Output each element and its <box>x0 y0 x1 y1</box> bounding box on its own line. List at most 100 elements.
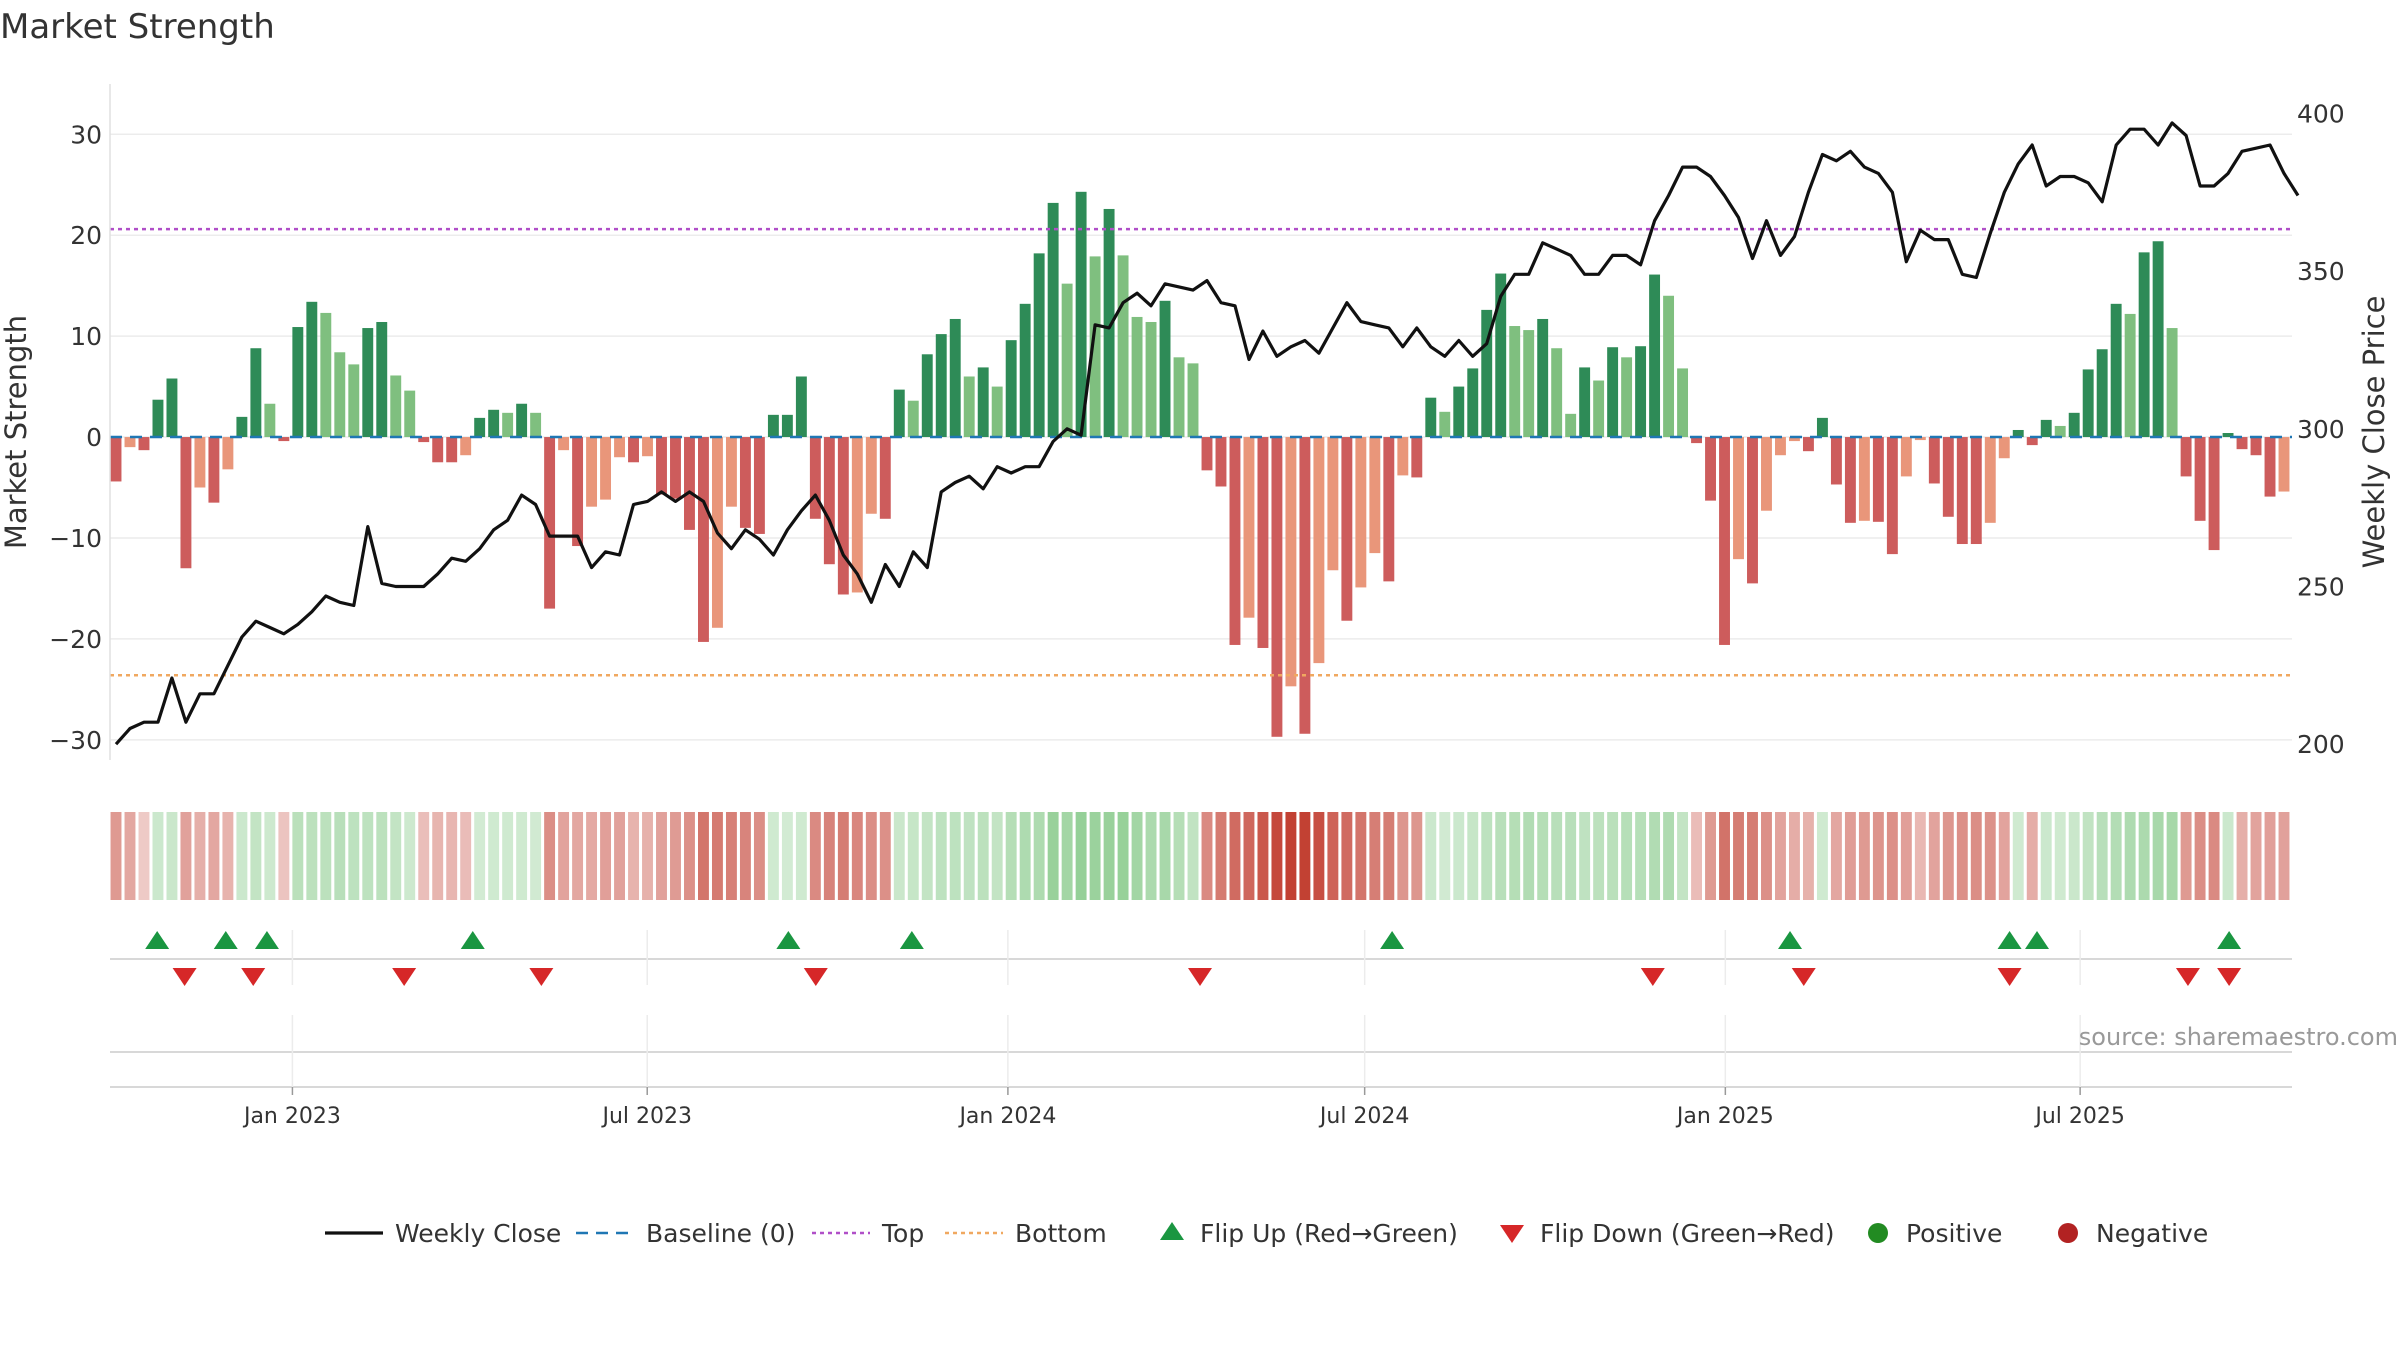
heat-cell <box>1341 812 1353 900</box>
strength-bar <box>222 437 234 470</box>
flip-up-marker <box>2217 931 2242 949</box>
heat-cell <box>502 812 514 900</box>
strength-bar <box>166 378 178 438</box>
strength-bar <box>1844 437 1856 523</box>
flip-down-marker <box>2217 968 2242 986</box>
heat-cell <box>180 812 192 900</box>
heat-cell <box>404 812 416 900</box>
strength-bar <box>1551 348 1563 438</box>
strength-bar <box>1103 208 1115 438</box>
heat-cell <box>2264 812 2276 900</box>
x-tick-label: Jan 2023 <box>242 1104 341 1129</box>
strength-bar <box>1313 437 1325 664</box>
heat-cell <box>1019 812 1031 900</box>
strength-bar <box>1439 411 1451 438</box>
strength-bar <box>306 301 318 438</box>
strength-bar <box>292 327 304 438</box>
heat-cell <box>2278 812 2290 900</box>
heat-cell <box>600 812 612 900</box>
strength-bar <box>558 437 570 451</box>
heat-cell <box>1523 812 1535 900</box>
heat-cell <box>530 812 542 900</box>
heat-cell <box>781 812 793 900</box>
heat-cell <box>1369 812 1381 900</box>
strength-bar <box>1788 437 1800 442</box>
heat-cell <box>1775 812 1786 900</box>
heat-cell <box>1537 812 1549 900</box>
strength-bar <box>1089 256 1101 438</box>
heat-cell <box>698 812 709 900</box>
heat-cell <box>907 812 919 900</box>
y-tick-label: 20 <box>70 221 102 250</box>
flip-up-marker <box>899 931 924 949</box>
legend-bottom: Bottom <box>945 1219 1107 1248</box>
strength-bar <box>1229 437 1241 645</box>
heat-cell <box>991 812 1003 900</box>
legend-label: Flip Down (Green→Red) <box>1540 1219 1835 1248</box>
strength-bar <box>1397 437 1409 476</box>
heat-cell <box>236 812 248 900</box>
strength-bar <box>1481 309 1493 438</box>
strength-bar <box>208 437 220 503</box>
heat-cell <box>124 812 136 900</box>
strength-bar <box>1802 437 1814 452</box>
flip-up-marker <box>1997 931 2022 949</box>
strength-bar <box>1830 437 1842 485</box>
flip-up-marker <box>2025 931 2050 949</box>
legend-top: Top <box>812 1219 924 1248</box>
strength-bar <box>544 437 556 609</box>
strength-bar <box>1467 368 1479 438</box>
heat-cell <box>2096 812 2108 900</box>
strength-bar <box>1117 255 1129 438</box>
heat-cell <box>739 812 751 900</box>
heat-cell <box>1425 812 1437 900</box>
heat-cell <box>292 812 304 900</box>
flip-down-marker <box>172 968 197 986</box>
heat-cell <box>1914 812 1926 900</box>
heat-cell <box>1509 812 1521 900</box>
heat-cell <box>1257 812 1269 900</box>
heat-cell <box>488 812 500 900</box>
strength-bar <box>2026 437 2038 446</box>
strength-bar <box>1145 321 1157 438</box>
legend-negative: Negative <box>2058 1219 2208 1248</box>
heat-cell <box>809 812 821 900</box>
flip-up-marker <box>254 931 279 949</box>
strength-bar <box>1816 417 1828 438</box>
strength-bar <box>1061 283 1073 438</box>
heat-cell <box>1579 812 1591 900</box>
y-tick-label: 10 <box>70 322 102 351</box>
heat-cell <box>977 812 989 900</box>
strength-bar <box>138 437 150 451</box>
strength-bar <box>823 437 835 565</box>
legend-swatch <box>2058 1223 2078 1243</box>
axis-layer: 30 20 10 0 −10 −20 −30 400 350 300 250 200 <box>49 84 2345 760</box>
legend-label: Baseline (0) <box>646 1219 795 1248</box>
heat-cell <box>614 812 625 900</box>
strength-bar <box>2180 437 2192 477</box>
strength-bar <box>1537 318 1549 438</box>
strength-bar <box>1621 357 1633 438</box>
heat-cell <box>1355 812 1367 900</box>
heat-cell <box>586 812 598 900</box>
heat-cell <box>2082 812 2094 900</box>
strength-bar <box>879 437 891 519</box>
strength-bar <box>1719 437 1730 645</box>
strength-bar <box>1453 386 1465 438</box>
close-line-layer <box>114 121 2300 746</box>
y2-tick-label: 350 <box>2297 257 2345 286</box>
strength-bar <box>963 376 975 438</box>
x-tick-label: Jul 2023 <box>600 1104 692 1129</box>
heat-cell <box>711 812 723 900</box>
heat-cell <box>1942 812 1954 900</box>
strength-bar <box>264 403 276 438</box>
heat-cell <box>893 812 905 900</box>
flip-markers: Jan 2023 Jul 2023 Jan 2024 Jul 2024 Jan 2025… <box>110 930 2292 1129</box>
flip-down-marker <box>1188 968 1212 986</box>
strength-bar <box>1271 437 1283 737</box>
heat-cell <box>1761 812 1772 900</box>
strength-bar <box>1033 253 1045 438</box>
heat-cell <box>670 812 681 900</box>
heat-cell <box>1788 812 1800 900</box>
heat-cell <box>2180 812 2192 900</box>
